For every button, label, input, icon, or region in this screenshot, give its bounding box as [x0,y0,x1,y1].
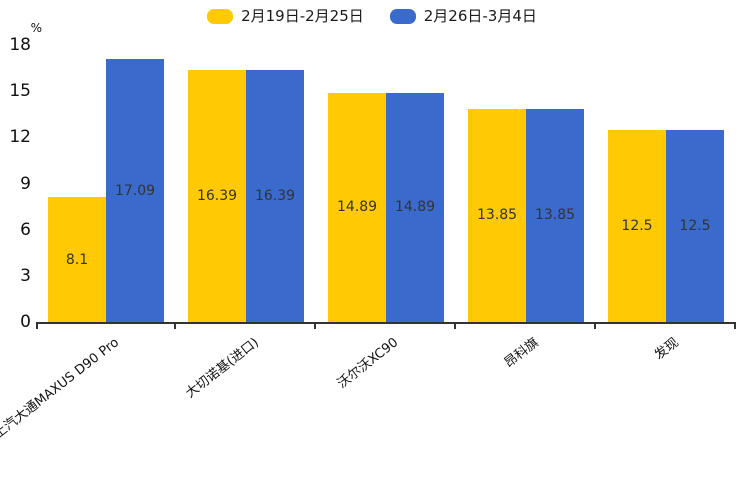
y-tick-label: 18 [9,35,31,55]
y-tick-label: 3 [20,265,31,286]
x-tick-label: 发现 [651,335,682,363]
bar-value-label: 14.89 [336,199,378,216]
x-tick [734,322,736,329]
y-tick-label: 12 [9,127,31,148]
bar-series2-cat5: 12.5 [666,129,724,322]
bar-value-label: 13.85 [534,207,576,224]
y-axis-unit-label: % [30,21,42,35]
bar-value-label: 12.5 [621,217,653,234]
bar-series1-cat3: 14.89 [328,92,386,322]
bar-value-label: 16.39 [254,187,296,204]
y-tick-label: 0 [20,312,31,332]
legend-swatch-week1 [207,8,234,24]
bar-series2-cat2: 16.39 [246,69,304,322]
x-tick-label: 昂科旗 [501,335,542,371]
legend-item-week1[interactable]: 2月19日-2月25日 [207,6,364,26]
legend-label-week1: 2月19日-2月25日 [241,7,364,25]
bar-value-label: 12.5 [679,217,711,234]
x-tick [174,322,176,329]
bar-value-label: 8.1 [65,251,89,268]
bar-series2-cat4: 13.85 [526,108,584,322]
plot-area: 8.1 17.09 16.39 16.39 14.89 14.89 13.85 13.85 12… [36,45,736,329]
y-tick-label: 6 [20,219,31,240]
bar-series1-cat1: 8.1 [48,197,106,322]
bar-series1-cat5: 12.5 [608,129,666,322]
x-tick [36,322,38,329]
y-tick-label: 15 [9,81,31,102]
bar-series1-cat2: 16.39 [188,69,246,322]
bar-value-label: 17.09 [114,182,156,199]
bar-value-label: 14.89 [394,199,436,216]
x-tick [454,322,456,329]
x-tick-label: 沃尔沃XC90 [335,335,402,392]
bar-value-label: 13.85 [476,207,518,224]
x-tick [594,322,596,329]
x-tick-label: 大切诺基(进口) [182,335,262,402]
x-tick-label: 上汽大通MAXUS D90 Pro [0,335,122,442]
bar-series2-cat1: 17.09 [106,59,164,322]
legend-label-week2: 2月26日-3月4日 [423,7,537,25]
bar-series1-cat4: 13.85 [468,108,526,322]
legend-swatch-week2 [389,8,416,24]
bar-value-label: 16.39 [196,187,238,204]
legend-item-week2[interactable]: 2月26日-3月4日 [389,6,537,26]
bar-series2-cat3: 14.89 [386,92,444,322]
legend: 2月19日-2月25日 2月26日-3月4日 [0,6,744,26]
y-tick-label: 9 [20,173,31,194]
x-tick [314,322,316,329]
